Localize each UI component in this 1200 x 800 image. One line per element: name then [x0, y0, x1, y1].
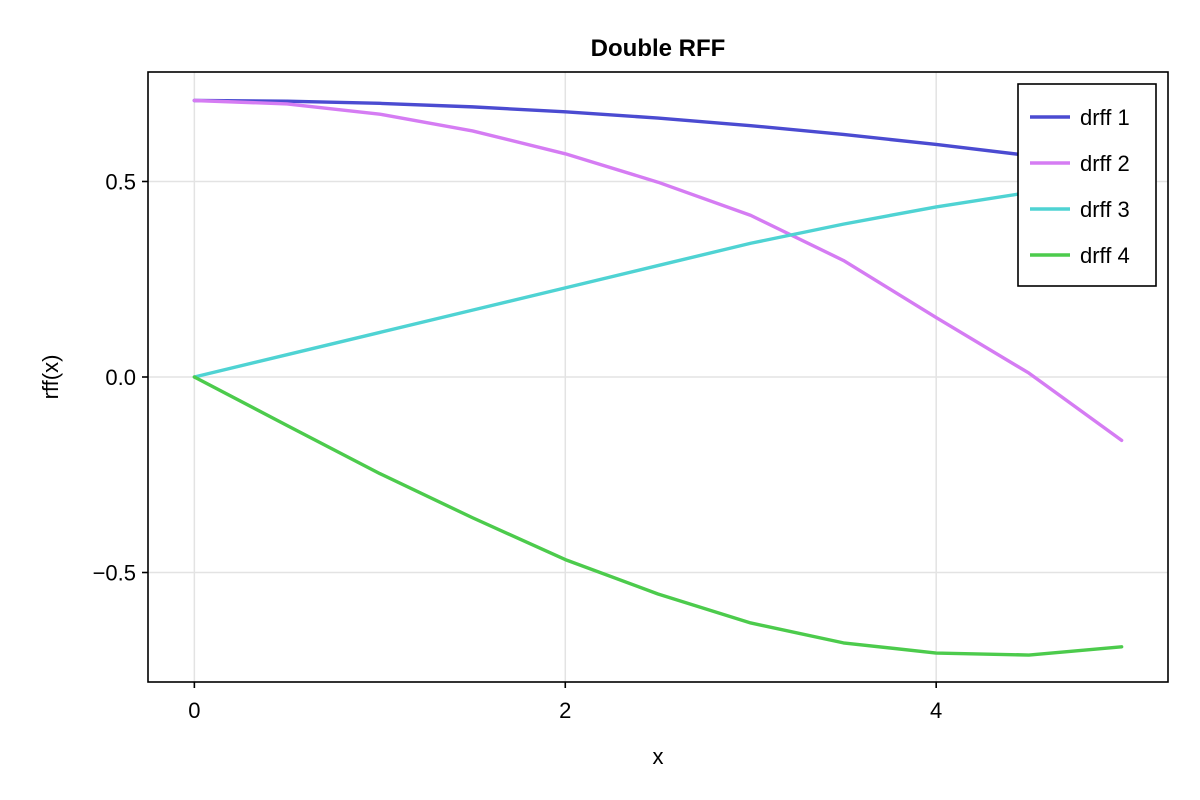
grid — [148, 72, 1168, 682]
legend-item: drff 4 — [1030, 243, 1130, 268]
x-axis-label: x — [653, 744, 664, 769]
series-layer — [192, 98, 1124, 657]
series-line-4 — [192, 375, 1124, 657]
chart-title: Double RFF — [591, 35, 726, 62]
series-line-2 — [192, 98, 1124, 443]
y-tick-label: 0.0 — [105, 365, 136, 390]
axis-ticks: 0 2 4 −0.5 0.0 0.5 — [93, 169, 943, 723]
legend: drff 1 drff 2 drff 3 drff 4 — [1017, 83, 1157, 287]
legend-label: drff 1 — [1080, 105, 1130, 130]
legend-label: drff 4 — [1080, 243, 1130, 268]
y-tick-label: 0.5 — [105, 169, 136, 194]
y-axis-label: rff(x) — [38, 355, 63, 400]
x-tick-label: 0 — [188, 698, 200, 723]
legend-label: drff 2 — [1080, 151, 1130, 176]
x-tick-label: 4 — [930, 698, 942, 723]
x-tick-label: 2 — [559, 698, 571, 723]
series-line-1 — [192, 98, 1124, 170]
legend-label: drff 3 — [1080, 197, 1130, 222]
y-tick-label: −0.5 — [93, 561, 136, 586]
series-line-3 — [192, 179, 1124, 379]
legend-item: drff 3 — [1030, 197, 1130, 222]
legend-item: drff 2 — [1030, 151, 1130, 176]
legend-item: drff 1 — [1030, 105, 1130, 130]
